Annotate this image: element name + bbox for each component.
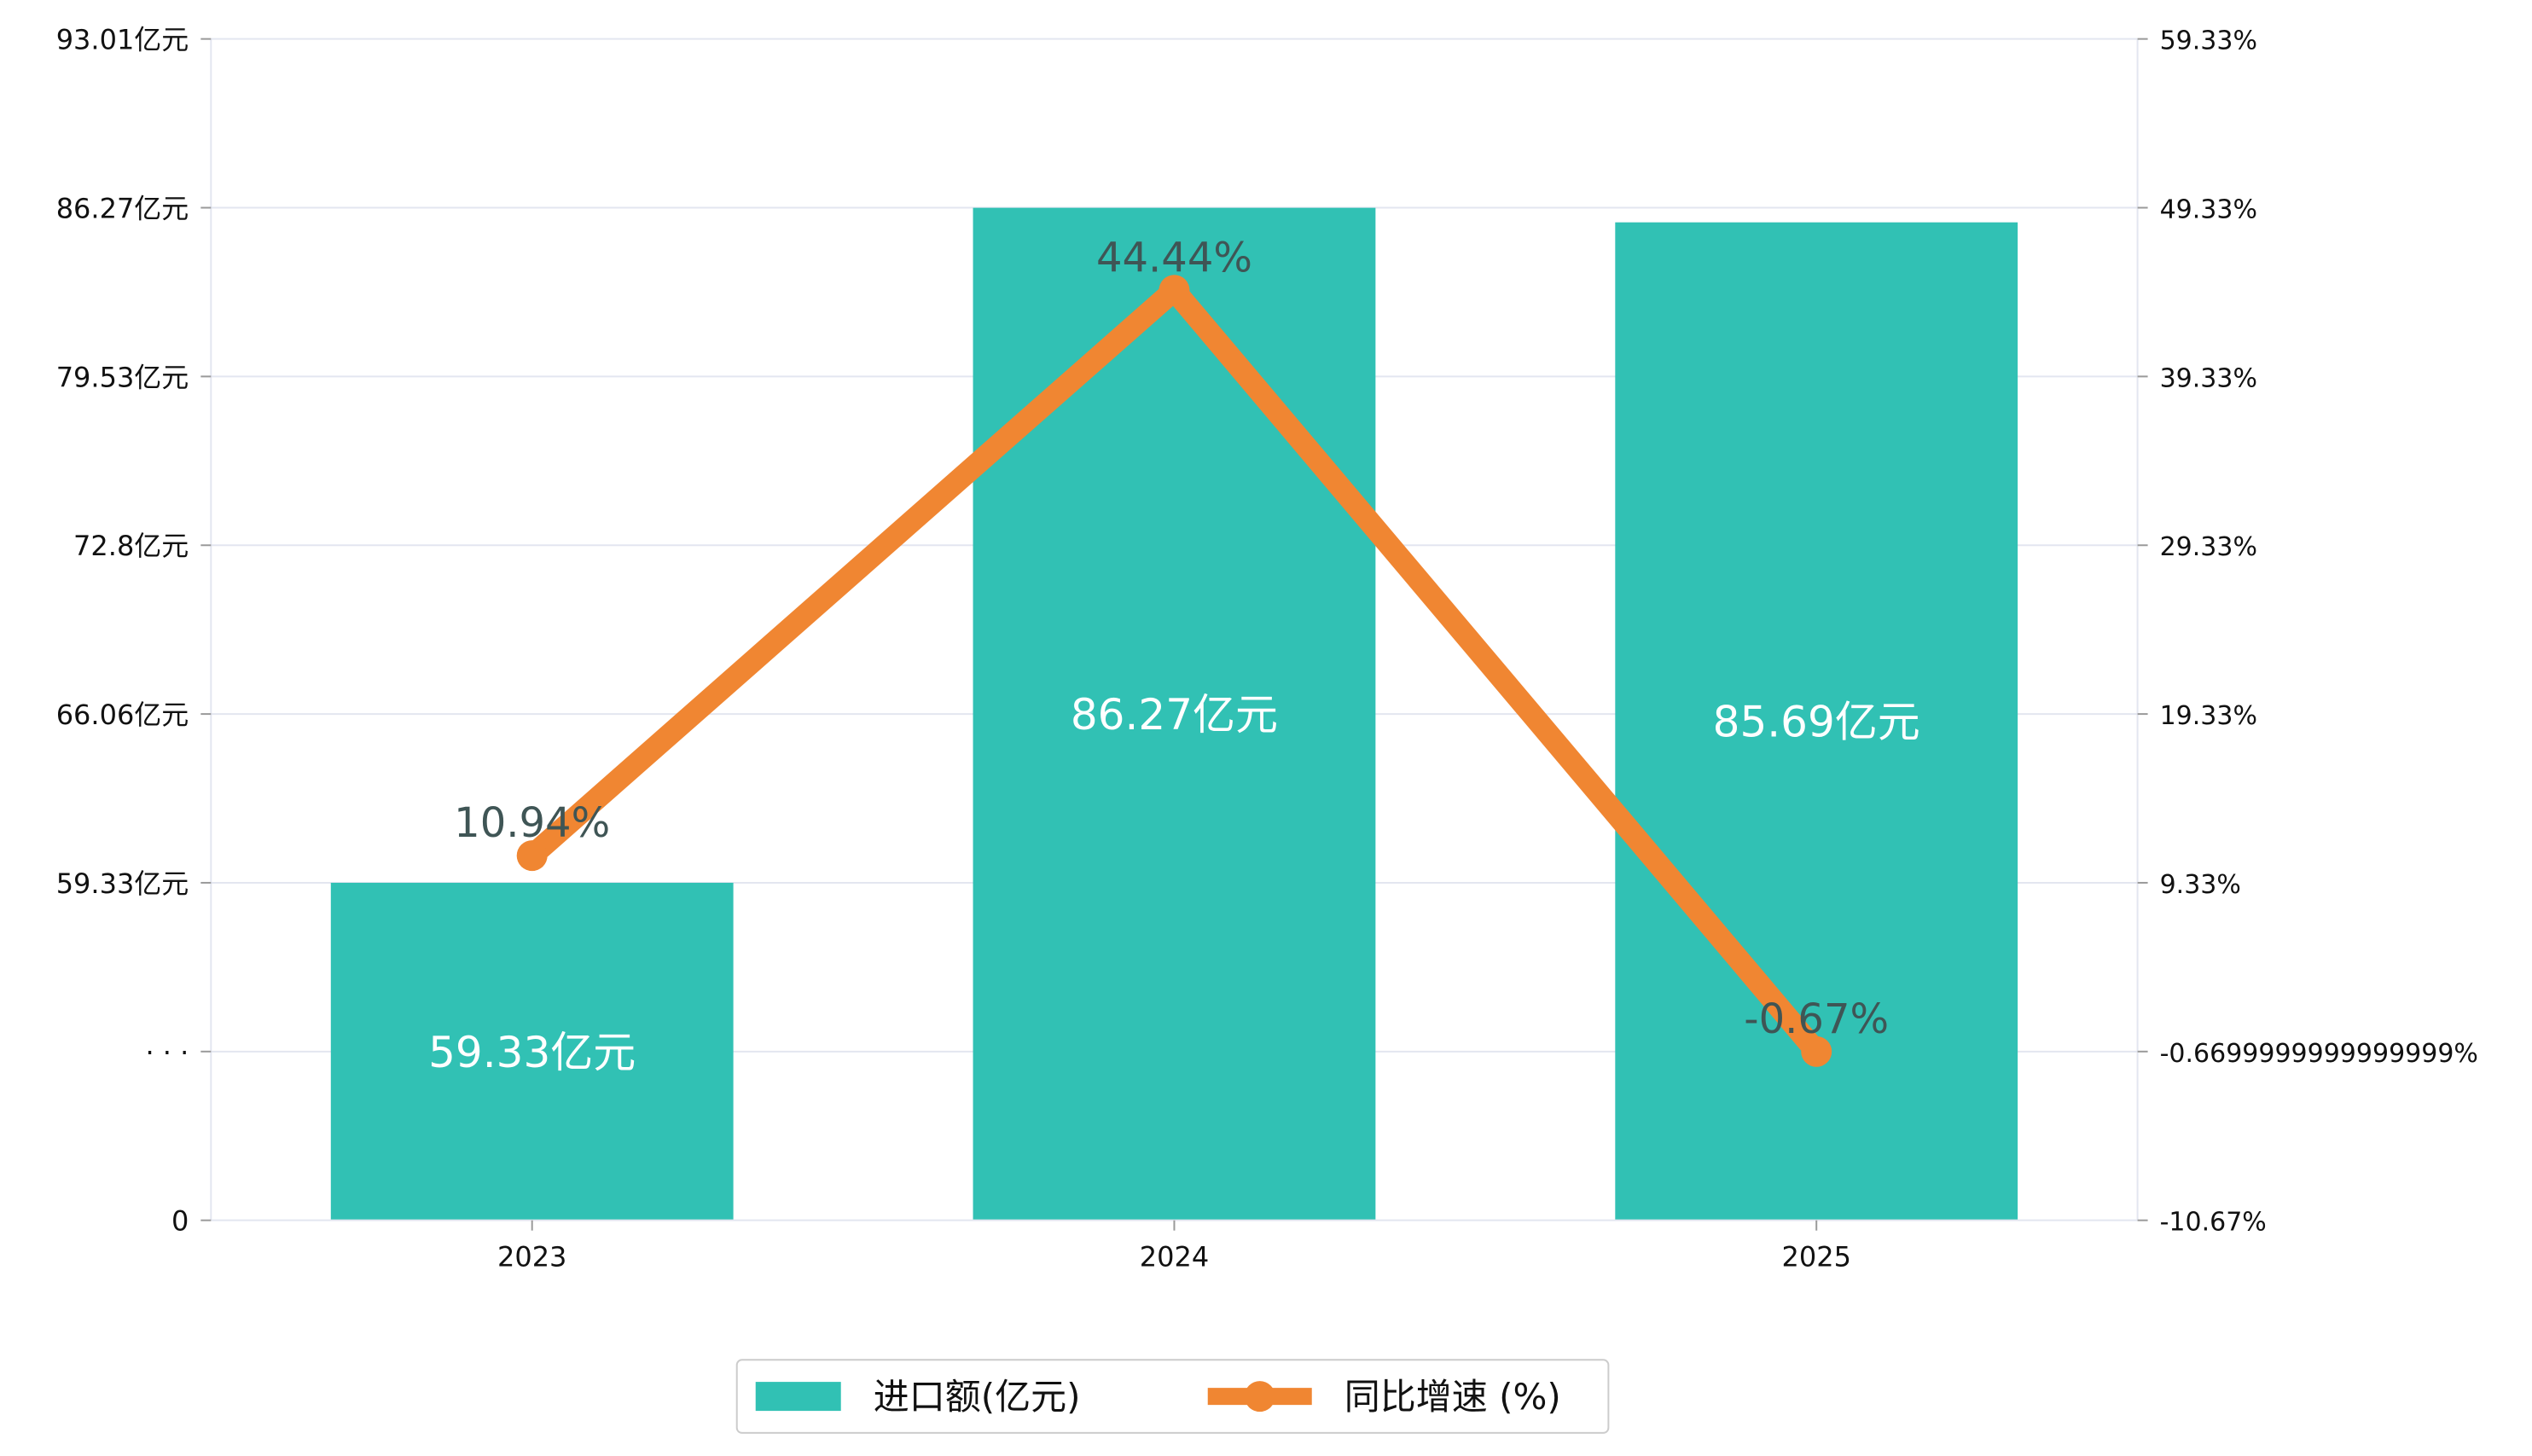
growth-label-2023: 10.94% [454,799,610,847]
bar-2023 [330,882,734,1221]
growth-point-2024 [1159,275,1190,306]
bar-label-2025: 85.69亿元 [1713,698,1920,747]
bar-2024 [973,207,1376,1221]
x-tick-label-2025: 2025 [1781,1241,1850,1273]
bar-label-2024: 86.27亿元 [1071,690,1278,740]
legend-label-bar: 进口额(亿元) [874,1376,1081,1418]
legend-swatch-marker [1244,1381,1275,1412]
right-tick-label: 29.33% [2160,532,2257,562]
left-tick-label: 72.8亿元 [73,530,189,562]
x-tick-label-2023: 2023 [497,1241,566,1273]
line-series [516,275,1832,1067]
left-tick-label: 79.53亿元 [56,361,189,393]
left-tick-label: 93.01亿元 [56,24,189,56]
left-tick-label: 59.33亿元 [56,867,189,900]
right-tick-label: 59.33% [2160,26,2257,56]
legend: 进口额(亿元) 同比增速 (%) [735,1359,1610,1434]
right-tick-label: 9.33% [2160,870,2241,900]
right-tick-label: 49.33% [2160,195,2257,225]
x-tick-label-2024: 2024 [1140,1241,1209,1273]
right-tick-label: -0.6699999999999999% [2160,1039,2478,1069]
right-tick-label: 19.33% [2160,701,2257,731]
legend-swatch-bar [755,1382,841,1412]
left-tick-label: 86.27亿元 [56,193,189,225]
growth-label-2025: -0.67% [1744,995,1889,1043]
left-tick-label: 0 [171,1205,189,1238]
bar-label-2023: 59.33亿元 [428,1028,636,1077]
growth-point-2023 [516,840,548,872]
left-tick-label: · · · [145,1036,189,1069]
left-tick-label: 66.06亿元 [56,699,189,731]
right-tick-label: -10.67% [2160,1208,2267,1238]
data-labels: 59.33亿元 86.27亿元 85.69亿元 10.94% 44.44% -0.67% [428,234,1920,1077]
axes: 0 · · · 59.33亿元 66.06亿元 72.8亿元 79.53亿元 86.27亿元… [56,24,2478,1273]
growth-label-2024: 44.44% [1096,234,1252,281]
legend-box [735,1359,1610,1434]
right-tick-label: 39.33% [2160,363,2257,393]
legend-label-line: 同比增速 (%) [1344,1376,1561,1418]
growth-point-2025 [1801,1035,1832,1067]
